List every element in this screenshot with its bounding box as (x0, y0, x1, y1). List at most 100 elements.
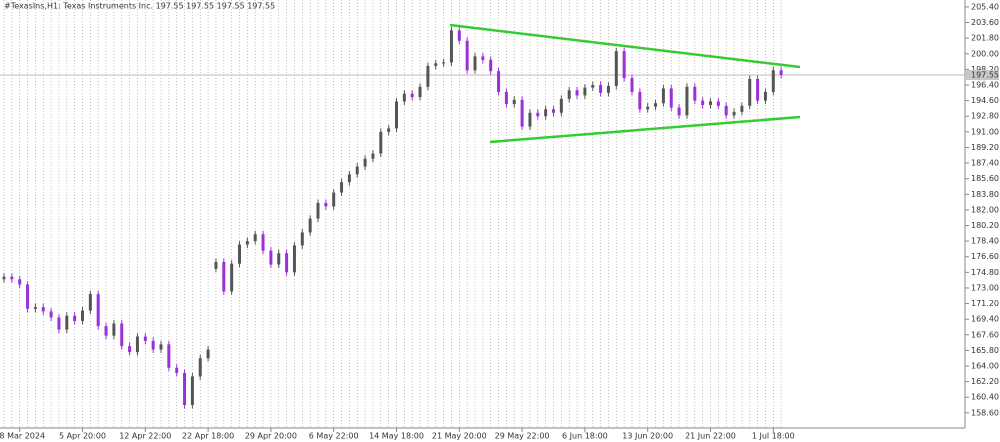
candle-body (646, 106, 650, 110)
x-tick-label: 21 Jun 22:00 (685, 432, 736, 441)
candle-body (512, 99, 516, 105)
candle-body (285, 253, 289, 273)
y-tick-label: 171.20 (971, 299, 999, 308)
candle-body (779, 70, 783, 76)
candle-body (120, 323, 124, 347)
candle-body (26, 284, 30, 309)
y-tick-label: 196.40 (971, 81, 999, 90)
y-tick-label: 160.40 (971, 393, 999, 402)
candle-body (183, 372, 187, 406)
candle-body (96, 294, 100, 327)
candle-body (622, 51, 626, 79)
candle-body (167, 344, 171, 368)
y-tick-label: 158.60 (971, 408, 999, 417)
y-tick-label: 187.40 (971, 159, 999, 168)
candle-body (559, 98, 563, 113)
x-tick-label: 29 May 22:00 (495, 432, 550, 441)
candle-body (198, 358, 202, 377)
candle-body (269, 250, 273, 265)
x-tick-label: 1 Jul 18:00 (752, 432, 795, 441)
trend-line (449, 23, 801, 69)
y-tick-label: 167.60 (971, 330, 999, 339)
x-tick-label: 29 Apr 20:00 (245, 432, 297, 441)
candle-body (732, 111, 736, 116)
candle-body (528, 112, 532, 127)
candle-body (175, 367, 179, 373)
candle-body (355, 166, 359, 175)
candle-body (740, 105, 744, 112)
candle-body (449, 30, 453, 63)
candle-body (277, 253, 281, 265)
y-tick-label: 178.40 (971, 237, 999, 246)
y-tick-label: 174.80 (971, 268, 999, 277)
candle-body (709, 101, 712, 105)
candle-body (481, 56, 485, 60)
candle-body (418, 86, 422, 98)
y-tick-label: 205.40 (971, 2, 999, 11)
candle-body (128, 346, 132, 353)
candle-body (143, 336, 147, 341)
candle-body (583, 87, 587, 96)
candle-body (669, 88, 673, 108)
y-tick-label: 176.60 (971, 252, 999, 261)
candle-body (332, 192, 336, 207)
candle-body (57, 317, 61, 330)
candle-body (151, 340, 155, 350)
x-tick-label: 28 Mar 2024 (0, 432, 45, 441)
candle-body (614, 51, 618, 86)
candle-body (41, 307, 45, 312)
candle-body (724, 105, 728, 116)
candle-body (442, 62, 446, 64)
candle-body (497, 71, 501, 92)
candle-body (65, 315, 69, 330)
y-tick-label: 173.00 (971, 283, 999, 292)
candle-body (10, 276, 14, 280)
candle-body (206, 349, 210, 359)
candle-body (756, 78, 760, 101)
y-tick-label: 201.80 (971, 34, 999, 43)
candle-body (104, 326, 108, 336)
candle-body (465, 40, 469, 71)
trend-line (489, 115, 801, 144)
candle-body (347, 174, 351, 183)
y-tick-label: 162.20 (971, 377, 999, 386)
x-tick-label: 12 Apr 22:00 (119, 432, 171, 441)
candle-body (504, 91, 508, 105)
candle-body (112, 323, 116, 336)
y-tick-label: 189.20 (971, 143, 999, 152)
candle-body (693, 86, 697, 101)
candle-body (238, 244, 241, 264)
candle-body (245, 241, 249, 245)
candle-body (88, 294, 92, 311)
y-tick-label: 164.00 (971, 362, 999, 371)
candle-body (520, 99, 524, 127)
y-tick-label: 180.20 (971, 221, 999, 230)
x-tick-label: 21 May 20:00 (432, 432, 487, 441)
candle-body (81, 310, 84, 321)
candle-body (190, 376, 194, 406)
candle-body (599, 85, 603, 93)
chart-title: #TexasIns,H1: Texas Instruments Inc. 197… (4, 2, 275, 11)
candle-body (18, 279, 22, 285)
candle-body (33, 307, 37, 309)
candle-body (387, 128, 391, 132)
candle-body (49, 311, 53, 318)
candle-body (395, 101, 398, 129)
candle-body (135, 336, 139, 353)
candle-body (763, 91, 767, 101)
candle-body (426, 65, 430, 87)
candle-body (308, 218, 312, 233)
y-tick-label: 194.60 (971, 96, 999, 105)
candle-body (677, 107, 681, 116)
y-tick-label: 191.00 (971, 127, 999, 136)
candle-body (222, 261, 226, 292)
candle-body (552, 109, 555, 113)
candle-body (654, 103, 658, 107)
candle-body (159, 344, 163, 350)
candle-body (340, 182, 344, 193)
candle-body (261, 234, 265, 251)
candle-body (73, 315, 77, 321)
candle-body (661, 88, 665, 104)
